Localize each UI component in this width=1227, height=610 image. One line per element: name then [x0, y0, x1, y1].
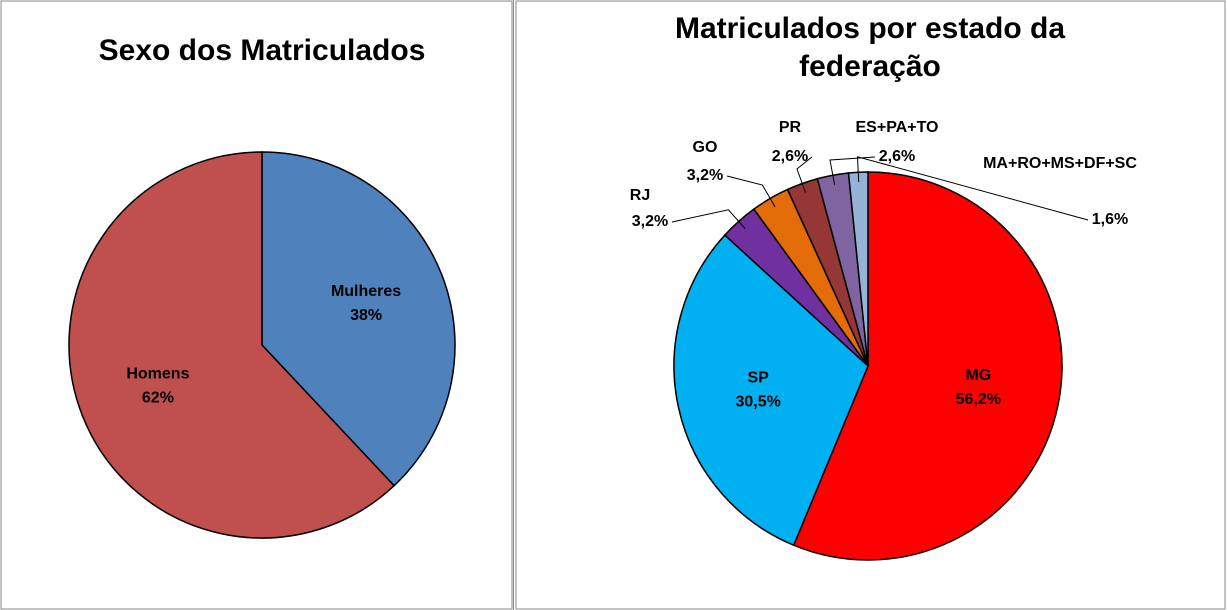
slice-value: 30,5%	[735, 394, 780, 411]
slice-value: 38%	[350, 307, 382, 324]
chart-title: Sexo dos Matriculados	[99, 34, 426, 67]
pie-slice	[68, 151, 396, 539]
leader-line	[856, 156, 1089, 221]
slice-label: Homens	[126, 365, 189, 382]
chart-title: Matriculados por estado da federação	[674, 12, 1066, 83]
slice-label: ES+PA+TO	[856, 119, 939, 136]
leader-line	[796, 156, 813, 193]
pie-slice	[792, 171, 1063, 561]
slice-value: 1,6%	[1092, 211, 1128, 228]
slice-value: 3,2%	[632, 213, 668, 230]
pie-slice	[673, 234, 869, 547]
title-box: Matriculados por estado da federação	[674, 12, 1066, 83]
slice-value: 2,6%	[879, 148, 915, 165]
slice-value: 56,2%	[956, 391, 1001, 408]
slice-label: GO	[693, 139, 718, 156]
slice-label: PR	[779, 119, 802, 136]
slice-label: Mulheres	[331, 283, 401, 300]
slice-label: RJ	[630, 187, 650, 204]
leader-line	[829, 156, 876, 185]
slice-value: 62%	[142, 389, 174, 406]
slice-value: 3,2%	[687, 167, 723, 184]
leader-line	[671, 209, 746, 229]
slice-value: 2,6%	[772, 148, 808, 165]
pie-slice	[261, 151, 456, 487]
slice-label: MA+RO+MS+DF+SC	[983, 155, 1137, 172]
panel-border	[515, 0, 1226, 610]
slice-label: MG	[965, 367, 991, 384]
slice-label: SP	[747, 370, 769, 387]
leader-line	[726, 175, 776, 208]
panel-border	[0, 0, 513, 610]
